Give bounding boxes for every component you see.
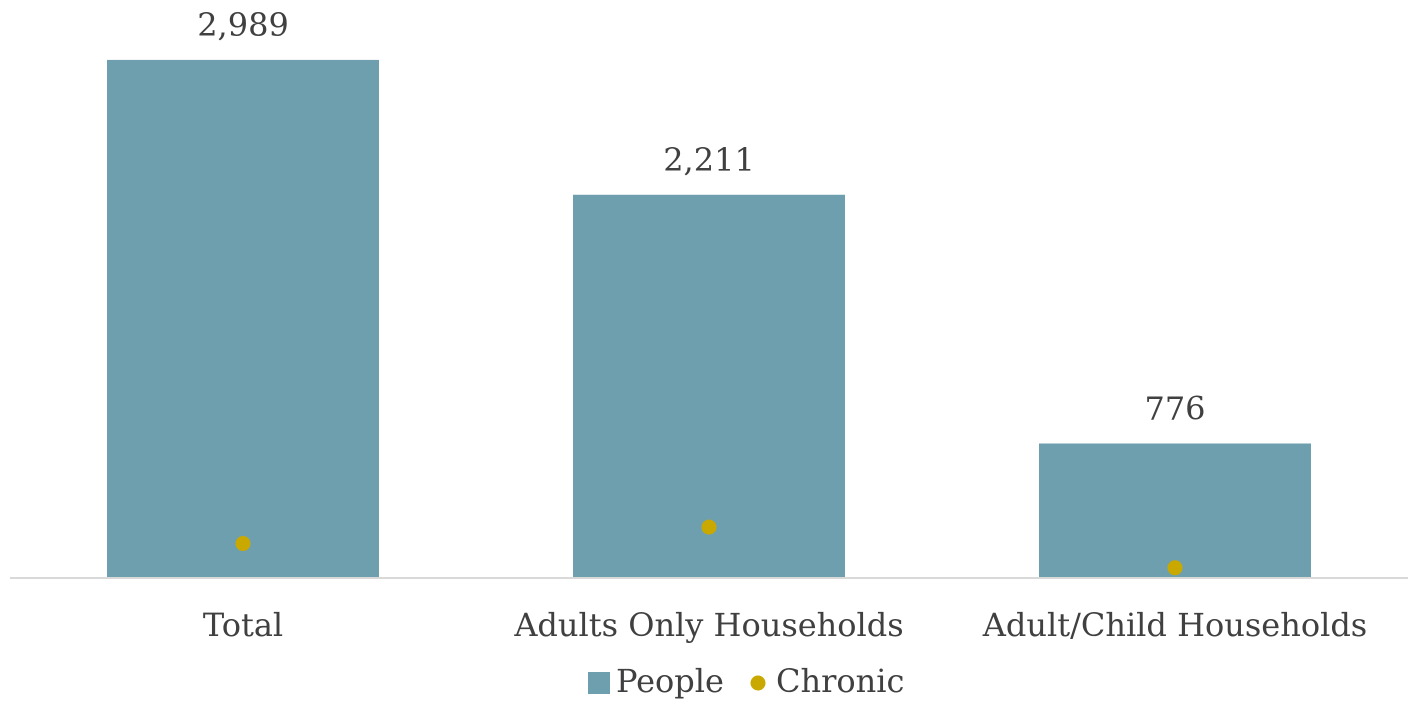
category-label-0: Total	[203, 606, 283, 644]
category-label-2: Adult/Child Households	[982, 606, 1367, 644]
legend: People Chronic	[588, 662, 904, 700]
bar-value-label-2: 776	[1144, 389, 1205, 427]
bars-group	[107, 59, 1311, 578]
category-label-1: Adults Only Households	[513, 606, 903, 644]
bar-value-label-1: 2,211	[663, 141, 755, 179]
legend-chronic-marker	[750, 675, 766, 691]
legend-chronic-label: Chronic	[776, 662, 904, 700]
legend-people-swatch	[588, 672, 610, 694]
chronic-point-1	[701, 519, 717, 535]
bar-0	[107, 59, 379, 578]
bar-2	[1039, 443, 1311, 578]
chronic-point-0	[235, 536, 251, 552]
bar-1	[573, 194, 845, 578]
bar-value-label-0: 2,989	[197, 6, 289, 44]
points-group	[235, 519, 1183, 576]
chronic-point-2	[1167, 560, 1183, 576]
category-labels-group: Total Adults Only Households Adult/Child H…	[203, 606, 1367, 644]
bar-labels-group: 2,989 2,211 776	[197, 6, 1205, 428]
legend-people-label: People	[616, 662, 724, 700]
